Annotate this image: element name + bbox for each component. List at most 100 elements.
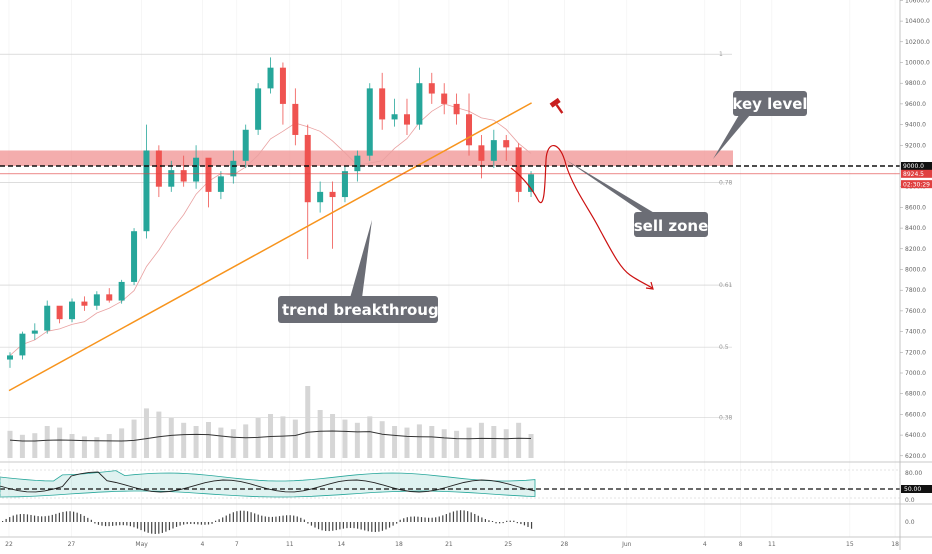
histogram-bar (431, 517, 433, 522)
trend-line[interactable] (8, 102, 532, 392)
volume-bar (7, 430, 13, 458)
projection-path[interactable] (510, 145, 653, 289)
volume-bar (292, 419, 298, 458)
volume-bar (156, 411, 162, 458)
candle-body (354, 155, 361, 172)
histogram-bar (321, 522, 323, 531)
candle-body (255, 88, 262, 130)
histogram-bar (65, 511, 68, 522)
histogram-bar (268, 516, 270, 522)
fib-label: 0.38 (719, 415, 733, 422)
histogram-bar (200, 522, 202, 525)
candle-body (180, 170, 187, 182)
candlesticks[interactable] (7, 57, 535, 368)
key-level-callout[interactable]: key level (713, 91, 808, 159)
histogram-bar (385, 522, 387, 530)
histogram-bar (246, 511, 249, 522)
candle-body (155, 150, 162, 187)
histogram-bar (378, 522, 380, 532)
histogram-bar (278, 516, 281, 522)
histogram-bar (161, 522, 163, 533)
candle-body (416, 83, 423, 125)
histogram-bar (417, 516, 419, 522)
time-tick-label: 4 (201, 541, 205, 548)
histogram-bar (80, 514, 82, 522)
histogram-bar (509, 520, 511, 522)
histogram-bar (133, 522, 135, 528)
histogram-bar (218, 519, 220, 522)
histogram-bar (112, 522, 114, 526)
histogram-bar (140, 522, 142, 531)
histogram-bar (275, 516, 277, 522)
volume-bar (392, 426, 398, 458)
candle-body (292, 103, 299, 135)
histogram-bar (516, 522, 518, 524)
candle-body (81, 301, 88, 306)
histogram-bar (26, 514, 29, 522)
candle-body (329, 191, 336, 198)
histogram-bar (119, 522, 121, 526)
candle-body (317, 191, 324, 203)
histogram-bar (147, 522, 149, 533)
price-tick-label: 10200.0 (905, 39, 930, 46)
time-tick-label: 25 (504, 541, 512, 548)
histogram-bar (129, 522, 131, 527)
histogram-bar (172, 522, 174, 529)
key-level-zone[interactable] (0, 150, 733, 166)
time-axis[interactable]: 22 27 May 4 7 11 14 18 21 25 28 Jun 4 8 11 15 18 (5, 541, 899, 548)
volume-bars (7, 386, 534, 458)
histogram-bar (225, 515, 227, 522)
volume-bar (491, 426, 497, 458)
histogram-bar (445, 514, 447, 522)
histogram-bar (243, 510, 245, 522)
histogram-bar (303, 519, 305, 522)
price-axis[interactable]: 10600.0 10400.0 10200.0 10000.0 9800.0 9600.0… (900, 0, 930, 460)
histogram-bar (527, 522, 529, 527)
volume-bar (255, 418, 261, 458)
time-tick-label: 14 (337, 541, 345, 548)
sell-zone-callout[interactable]: sell zone (566, 160, 708, 237)
histogram-bar (488, 520, 490, 522)
trend-breakthrough-callout[interactable]: a trend breakthrough (267, 220, 450, 323)
histogram-bar (470, 512, 472, 522)
histogram-bar (254, 513, 256, 522)
oscillator-pane[interactable] (0, 461, 932, 499)
histogram-bar (438, 516, 440, 522)
histogram-axis: 0.0 (905, 519, 915, 526)
volume-bar (528, 434, 534, 458)
histogram-bar (190, 522, 192, 524)
histogram-bar (271, 516, 273, 522)
grid (8, 0, 896, 537)
price-tick-label: 9800.0 (905, 80, 926, 87)
histogram-bar (165, 522, 167, 532)
volume-bar (119, 428, 125, 458)
histogram-bar (474, 513, 476, 522)
candle-body (230, 160, 237, 177)
candle-body (366, 88, 373, 156)
price-tick-label: 7600.0 (905, 308, 926, 315)
candle-body (428, 83, 435, 94)
histogram-pane[interactable] (0, 503, 932, 534)
histogram-bar (353, 522, 355, 529)
histogram-bar (367, 522, 369, 532)
histogram-bar (151, 522, 153, 534)
candle-body (515, 147, 522, 192)
histogram-bar (300, 517, 302, 522)
histogram-bar (19, 514, 21, 522)
price-tag-label: 02:30:29 (903, 181, 930, 188)
histogram-bar (115, 522, 117, 526)
time-tick-label: 22 (5, 541, 13, 548)
histogram-bar (37, 516, 39, 522)
histogram-bar (175, 522, 178, 527)
oscillator-tag (901, 485, 932, 493)
histogram-bar (410, 516, 412, 522)
volume-bar (205, 422, 211, 458)
volume-bar (44, 426, 50, 458)
histogram-bar (339, 522, 341, 530)
candle-body (391, 114, 398, 120)
key-level-label: key level (732, 95, 807, 113)
volume-bar (342, 419, 348, 458)
